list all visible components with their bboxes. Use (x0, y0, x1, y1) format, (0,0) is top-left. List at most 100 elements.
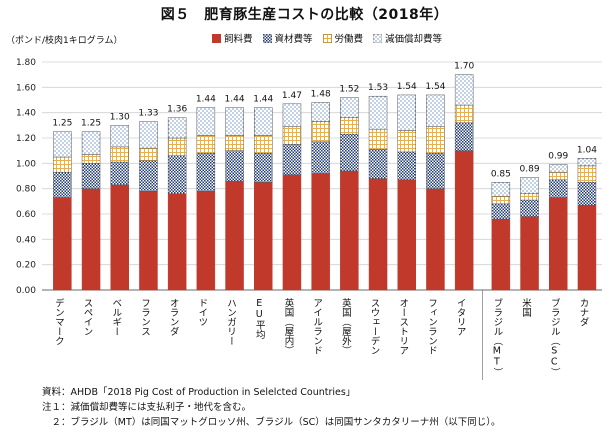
bar-total-label: 1.44 (253, 95, 273, 105)
source-note: 資料：AHDB「2018 Pig Cost of Production in S… (42, 387, 356, 398)
y-tick-label: 0.80 (16, 185, 36, 195)
bar-segment-feed (368, 178, 388, 291)
y-tick-label: 0.40 (16, 235, 36, 245)
legend-swatch-feed (212, 33, 221, 43)
x-tick-label: ブラジル（MT） (491, 297, 503, 377)
bar-segment-feed (110, 184, 129, 291)
legend-item-depreciation: 減価償却費等 (373, 31, 442, 45)
bar-total-label: 1.25 (81, 119, 101, 129)
bar-segment-depreciation (397, 94, 416, 131)
x-tick-label: ハンガリー (225, 298, 237, 346)
bar-segment-materials (368, 149, 388, 179)
x-tick-label: 英国（屋内） (282, 297, 294, 355)
bar-segment-depreciation (254, 107, 273, 136)
bar-segment-depreciation (426, 94, 445, 127)
bar-total-label: 1.47 (282, 91, 302, 101)
bar-segment-materials (577, 182, 597, 206)
bar-segment-labor (196, 135, 216, 154)
bar-segment-labor (340, 117, 359, 135)
bar-segment-depreciation (139, 121, 158, 149)
chart-title: 図５ 肥育豚生産コストの比較（2018年） (160, 7, 449, 23)
bar-total-label: 0.99 (548, 152, 568, 162)
bar-segment-labor (254, 135, 273, 154)
y-tick-label: 0.20 (16, 261, 36, 271)
bar-segment-labor (397, 130, 416, 153)
bar-total-label: 1.36 (167, 105, 187, 115)
y-tick-label: 0.60 (16, 210, 36, 220)
bar-segment-feed (340, 170, 359, 291)
bar-segment-depreciation (454, 74, 474, 106)
bar-total-label: 0.89 (520, 164, 540, 174)
bar-total-label: 1.30 (110, 112, 130, 122)
x-tick-label: スペイン (82, 298, 94, 336)
bar-segment-materials (254, 152, 273, 183)
bar-segment-feed (520, 216, 539, 291)
bar-segment-feed (254, 182, 273, 291)
bar-segment-feed (139, 190, 158, 291)
bar-segment-feed (426, 188, 445, 291)
x-tick-label: EU平均 (254, 298, 266, 340)
x-tick-label: オーストリア (397, 298, 409, 355)
bar-segment-materials (225, 150, 244, 182)
bar-segment-materials (81, 163, 101, 189)
bar-segment-depreciation (577, 158, 597, 167)
bar-segment-materials (340, 133, 359, 172)
legend-label-depreciation: 減価償却費等 (385, 34, 443, 45)
bar-segment-labor (368, 128, 388, 150)
bar-total-label: 1.54 (425, 82, 445, 92)
bar-segment-feed (549, 197, 568, 291)
bar-segment-depreciation (196, 107, 216, 136)
note-1: 注１：減価償却費等には支払利子・地代を含む。 (42, 402, 252, 413)
bar-segment-labor (577, 165, 597, 183)
bar-segment-depreciation (110, 125, 129, 148)
bar-segment-labor (139, 147, 158, 162)
bar-segment-depreciation (53, 131, 72, 158)
bar-total-label: 1.53 (368, 83, 388, 93)
bar-segment-feed (454, 150, 474, 291)
bar-segment-depreciation (549, 164, 568, 173)
legend-item-materials: 資材費等 (262, 31, 313, 45)
x-tick-label: スウェーデン (369, 298, 381, 355)
x-tick-label: イタリア (455, 298, 467, 336)
bar-segment-materials (397, 151, 416, 181)
x-tick-label: デンマーク (53, 297, 65, 345)
bar-segment-labor (53, 156, 72, 173)
x-tick-label: アイルランド (311, 298, 323, 355)
bar-total-label: 0.85 (491, 169, 511, 179)
bar-total-label: 1.33 (138, 109, 158, 119)
bar-segment-depreciation (167, 117, 187, 139)
bar-segment-labor (110, 146, 129, 163)
bar-segment-labor (454, 104, 474, 124)
bar-segment-materials (454, 122, 474, 151)
bar-segment-materials (520, 199, 539, 217)
bar-segment-materials (53, 171, 72, 198)
x-tick-label: フランス (139, 298, 150, 336)
bar-segment-depreciation (520, 177, 539, 194)
bar-segment-depreciation (340, 97, 359, 118)
bar-segment-depreciation (225, 107, 244, 136)
legend-swatch-materials (262, 33, 272, 43)
legend-swatch-depreciation (373, 33, 383, 43)
bar-segment-labor (282, 126, 302, 145)
legend-item-feed: 飼料費 (212, 31, 253, 45)
bar-segment-labor (426, 126, 445, 154)
legend-swatch-labor (322, 33, 332, 43)
legend: 飼料費 資材費等 労働費 減価償却費等 (212, 31, 442, 45)
y-tick-label: 1.00 (16, 159, 36, 169)
bar-segment-materials (282, 144, 302, 175)
x-tick-label: オランダ (168, 298, 180, 336)
bar-segment-labor (81, 154, 101, 164)
bar-segment-materials (196, 152, 216, 192)
bar-total-label: 1.44 (196, 95, 216, 105)
bar-segment-depreciation (81, 131, 101, 155)
y-tick-label: 1.80 (16, 58, 36, 68)
bar-total-label: 1.52 (339, 84, 359, 94)
bar-segment-materials (311, 141, 330, 174)
x-tick-label: 米国 (520, 297, 532, 318)
bar-segment-materials (426, 152, 445, 189)
y-axis-label: （ポンド/枝肉1キログラム） (6, 36, 123, 46)
bar-segment-labor (549, 171, 568, 181)
bar-segment-labor (491, 196, 511, 205)
bar-segment-materials (491, 203, 511, 220)
